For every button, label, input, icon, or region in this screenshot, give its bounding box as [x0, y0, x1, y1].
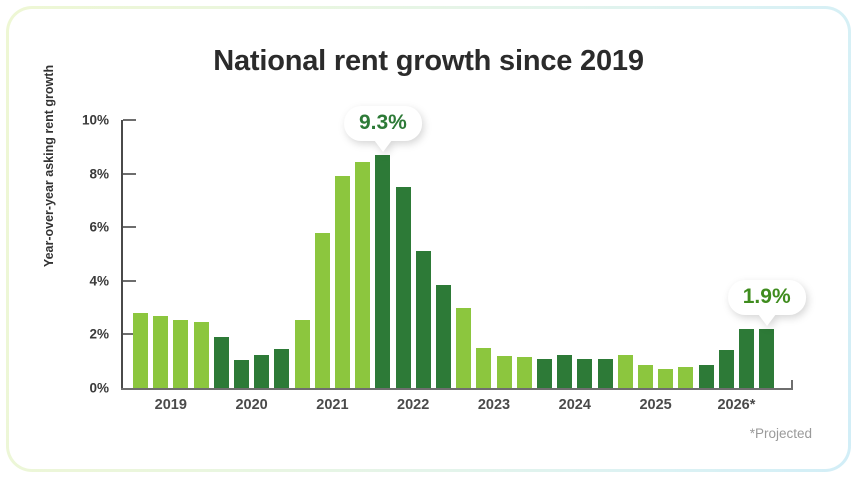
y-axis-tick-mark: [123, 119, 136, 121]
bar: [617, 354, 633, 388]
bar: [537, 358, 552, 388]
bar: [577, 358, 593, 388]
y-axis-line: [121, 120, 123, 390]
bar: [234, 359, 249, 388]
y-axis-tick-label: 0%: [89, 380, 109, 396]
bar: [375, 154, 391, 388]
bar: [193, 322, 209, 388]
y-axis-tick-label: 4%: [89, 273, 109, 289]
x-axis-tick-label: 2026*: [717, 397, 756, 413]
bar: [718, 350, 734, 388]
bar: [759, 329, 775, 388]
x-axis-tick-label: 2021: [316, 397, 349, 413]
x-axis-line: [121, 388, 794, 390]
bar: [597, 358, 613, 388]
value-callout: 1.9%: [727, 280, 806, 327]
bar: [133, 312, 148, 388]
value-callout-pointer: [757, 314, 776, 327]
chart-card: National rent growth since 2019 Year-ove…: [6, 6, 851, 472]
bar: [355, 161, 371, 388]
footnote: *Projected: [749, 426, 812, 441]
bar: [395, 187, 411, 388]
value-callout-label: 9.3%: [343, 105, 422, 152]
x-axis-tick-label: 2020: [235, 397, 268, 413]
page-title: National rent growth since 2019: [213, 45, 644, 77]
x-axis-end-tick: [791, 380, 794, 389]
bar: [516, 357, 532, 388]
y-axis-tick-label: 8%: [89, 166, 109, 182]
bar: [436, 284, 451, 388]
bar: [335, 176, 350, 388]
y-axis-tick-mark: [123, 172, 136, 175]
y-axis-tick-mark: [123, 333, 136, 336]
bar: [638, 365, 653, 388]
value-callout-pointer: [373, 139, 392, 152]
value-callout: 9.3%: [343, 105, 422, 152]
bar: [415, 251, 431, 388]
bar: [213, 337, 229, 388]
bar: [254, 354, 270, 388]
x-axis-tick-label: 2023: [477, 397, 511, 413]
bar: [739, 329, 754, 388]
chart-plot-area: Year-over-year asking rent growth 0% 2% 4%…: [9, 9, 848, 469]
y-axis-title: Year-over-year asking rent growth: [42, 64, 56, 268]
chart-card-inner: National rent growth since 2019 Year-ove…: [9, 9, 848, 469]
bar: [153, 315, 169, 388]
y-axis-tick-label: 6%: [89, 219, 109, 235]
y-axis-tick-label: 10%: [81, 112, 109, 128]
bar: [456, 307, 472, 388]
y-axis-tick-mark: [123, 279, 136, 282]
x-axis-tick-label: 2022: [397, 397, 430, 413]
x-axis-tick-label: 2025: [639, 397, 672, 413]
bar: [658, 369, 674, 388]
y-axis-tick-label: 2%: [89, 326, 109, 342]
bar: [557, 354, 573, 388]
y-axis-tick-mark: [123, 226, 136, 229]
x-axis-tick-label: 2019: [154, 397, 187, 413]
bar: [678, 366, 694, 388]
bar: [698, 365, 714, 388]
x-axis-tick-label: 2024: [558, 397, 591, 413]
bar: [173, 319, 189, 388]
bar: [314, 232, 330, 388]
bar: [294, 319, 310, 388]
bar: [274, 349, 290, 388]
value-callout-label: 1.9%: [727, 280, 806, 327]
bar: [496, 355, 512, 388]
bar: [476, 347, 492, 388]
